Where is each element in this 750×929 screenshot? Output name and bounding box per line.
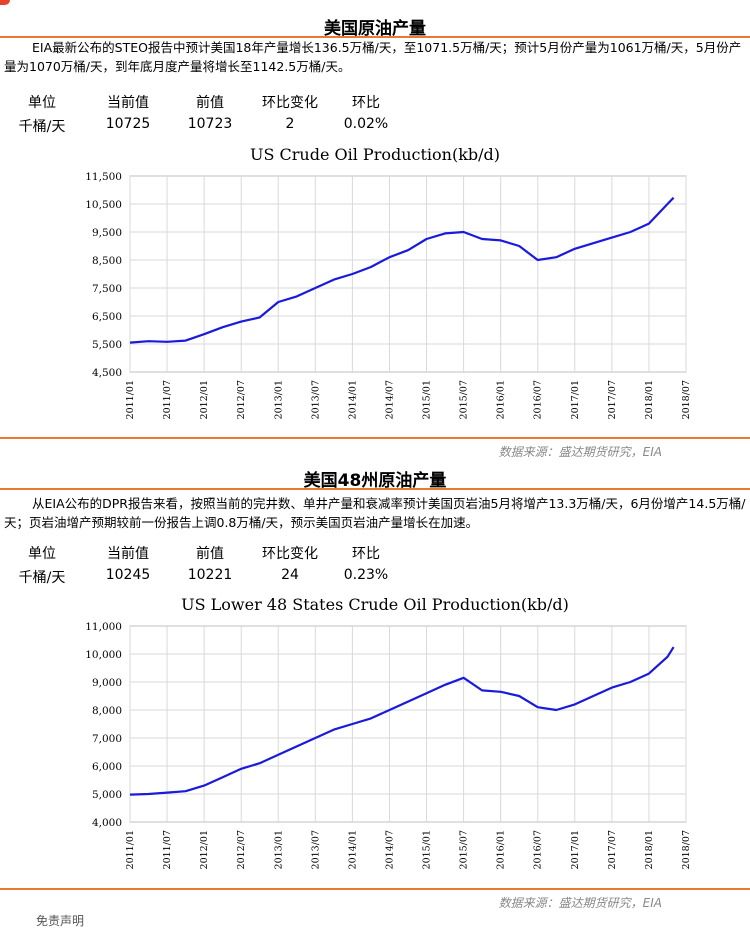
x-tick-label: 2018/07 [681, 830, 692, 869]
chart-title: US Lower 48 States Crude Oil Production(… [181, 595, 569, 614]
x-tick-label: 2015/01 [422, 380, 433, 419]
x-tick-label: 2013/07 [310, 830, 321, 869]
section2-title: 美国48州原油产量 [303, 471, 447, 491]
section1-title: 美国原油产量 [324, 19, 426, 39]
x-tick-label: 2015/07 [459, 380, 470, 419]
stats-previous: 10221 [187, 567, 233, 583]
x-tick-label: 2018/01 [644, 380, 655, 419]
stats-header-previous: 前值 [196, 95, 224, 111]
us-crude-production-chart: US Crude Oil Production(kb/d) 4,500 5,500 6… [85, 145, 692, 419]
y-tick-label: 11,000 [85, 621, 122, 633]
x-tick-label: 2016/01 [496, 380, 507, 419]
stats-unit: 千桶/天 [18, 119, 66, 135]
x-tick-label: 2012/01 [199, 380, 210, 419]
x-tick-label: 2012/07 [236, 380, 247, 419]
y-tick-label: 11,500 [85, 171, 122, 183]
x-tick-label: 2012/07 [236, 830, 247, 869]
y-tick-label: 6,000 [92, 761, 122, 773]
stats-header-change: 环比变化 [262, 95, 318, 111]
y-tick-label: 10,500 [85, 199, 122, 211]
y-tick-label: 8,500 [92, 255, 122, 267]
section2-summary: 从EIA公布的DPR报告来看，按照当前的完井数、单井产量和衰减率预计美国页岩油5… [4, 496, 746, 530]
stats-header-current: 当前值 [107, 546, 149, 562]
y-tick-label: 7,000 [92, 733, 122, 745]
stats-header-pct: 环比 [352, 95, 380, 111]
stats-header-unit: 单位 [28, 546, 56, 562]
x-tick-label: 2015/01 [422, 830, 433, 869]
stats-header-unit: 单位 [28, 95, 56, 111]
y-tick-label: 7,500 [92, 283, 122, 295]
stats-header-pct: 环比 [352, 546, 380, 562]
stats-header-change: 环比变化 [262, 546, 318, 562]
section2-top-rule [0, 488, 750, 490]
x-tick-label: 2011/07 [162, 380, 173, 419]
y-tick-label: 8,000 [92, 705, 122, 717]
x-tick-label: 2014/07 [384, 380, 395, 419]
x-tick-label: 2017/07 [607, 830, 618, 869]
x-tick-label: 2013/07 [310, 380, 321, 419]
x-tick-label: 2018/07 [681, 380, 692, 419]
x-tick-label: 2017/01 [570, 830, 581, 869]
x-tick-label: 2014/07 [384, 830, 395, 869]
stats-header-previous: 前值 [196, 546, 224, 562]
stats-pct: 0.23% [343, 567, 389, 583]
stats-header-current: 当前值 [107, 95, 149, 111]
stats-pct: 0.02% [343, 116, 389, 132]
x-tick-label: 2013/01 [273, 830, 284, 869]
stats-header-row: 单位 当前值 前值 环比变化 环比 [0, 543, 420, 565]
x-tick-label: 2015/07 [459, 830, 470, 869]
stats-previous: 10723 [187, 116, 233, 132]
y-tick-label: 5,500 [92, 339, 122, 351]
section1-summary: EIA最新公布的STEO报告中预计美国18年产量增长136.5万桶/天，至107… [4, 40, 742, 74]
stats-value-row: 千桶/天 10725 10723 2 0.02% [0, 116, 420, 138]
stats-unit: 千桶/天 [18, 570, 66, 586]
x-tick-label: 2016/07 [533, 830, 544, 869]
x-tick-label: 2017/07 [607, 380, 618, 419]
x-tick-label: 2018/01 [644, 830, 655, 869]
y-tick-label: 9,000 [92, 677, 122, 689]
x-tick-label: 2016/07 [533, 380, 544, 419]
x-tick-label: 2013/01 [273, 380, 284, 419]
stats-change: 24 [281, 567, 299, 583]
chart-title: US Crude Oil Production(kb/d) [250, 145, 500, 164]
section1-top-rule [0, 36, 750, 38]
x-tick-label: 2014/01 [347, 830, 358, 869]
plot-area-frame [129, 625, 687, 823]
stats-current: 10725 [105, 116, 151, 132]
series-line [129, 196, 675, 344]
section2-stats-table: 单位 当前值 前值 环比变化 环比 千桶/天 10245 10221 24 0.… [0, 543, 420, 589]
x-tick-label: 2011/01 [125, 380, 136, 419]
stats-value-row: 千桶/天 10245 10221 24 0.23% [0, 567, 420, 589]
corner-accent [0, 0, 10, 5]
y-tick-label: 4,000 [92, 817, 122, 829]
y-tick-label: 10,000 [85, 649, 122, 661]
y-tick-label: 6,500 [92, 311, 122, 323]
x-tick-label: 2012/01 [199, 830, 210, 869]
x-tick-label: 2011/01 [125, 830, 136, 869]
section1-stats-table: 单位 当前值 前值 环比变化 环比 千桶/天 10725 10723 2 0.0… [0, 92, 420, 138]
section2-bottom-rule [0, 888, 750, 890]
y-tick-label: 9,500 [92, 227, 122, 239]
y-tick-label: 5,000 [92, 789, 122, 801]
us-lower48-production-chart: US Lower 48 States Crude Oil Production(… [85, 595, 692, 869]
section2-source: 数据来源：盛达期货研究，EIA [498, 896, 662, 910]
disclaimer-heading: 免责声明 [36, 914, 85, 928]
x-tick-label: 2011/07 [162, 830, 173, 869]
section1-source: 数据来源：盛达期货研究，EIA [498, 445, 662, 459]
stats-header-row: 单位 当前值 前值 环比变化 环比 [0, 92, 420, 114]
stats-change: 2 [285, 116, 295, 132]
x-tick-label: 2014/01 [347, 380, 358, 419]
y-tick-label: 4,500 [92, 367, 122, 379]
section1-bottom-rule [0, 437, 750, 439]
stats-current: 10245 [105, 567, 151, 583]
x-tick-label: 2016/01 [496, 830, 507, 869]
plot-area-frame [129, 175, 687, 373]
x-tick-label: 2017/01 [570, 380, 581, 419]
series-line [129, 646, 675, 796]
